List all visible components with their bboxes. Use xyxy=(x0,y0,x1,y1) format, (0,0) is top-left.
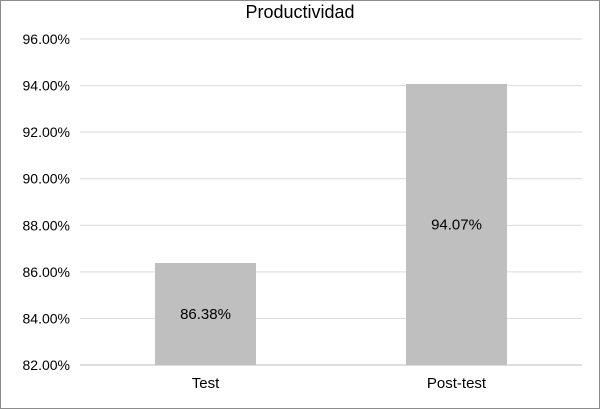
data-label: 86.38% xyxy=(180,306,231,323)
y-tick-label: 86.00% xyxy=(23,264,70,280)
x-category-label: Test xyxy=(192,375,220,392)
bar xyxy=(155,263,256,365)
data-label: 94.07% xyxy=(431,216,482,233)
y-tick-label: 92.00% xyxy=(23,124,70,140)
y-tick-label: 84.00% xyxy=(23,310,70,326)
y-tick-label: 96.00% xyxy=(23,31,70,47)
y-tick-label: 88.00% xyxy=(23,217,70,233)
bar xyxy=(406,83,507,365)
chart-title: Productividad xyxy=(245,2,355,22)
y-tick-label: 90.00% xyxy=(23,171,70,187)
y-tick-label: 94.00% xyxy=(23,78,70,94)
x-category-label: Post-test xyxy=(427,375,487,392)
y-tick-label: 82.00% xyxy=(23,357,70,373)
